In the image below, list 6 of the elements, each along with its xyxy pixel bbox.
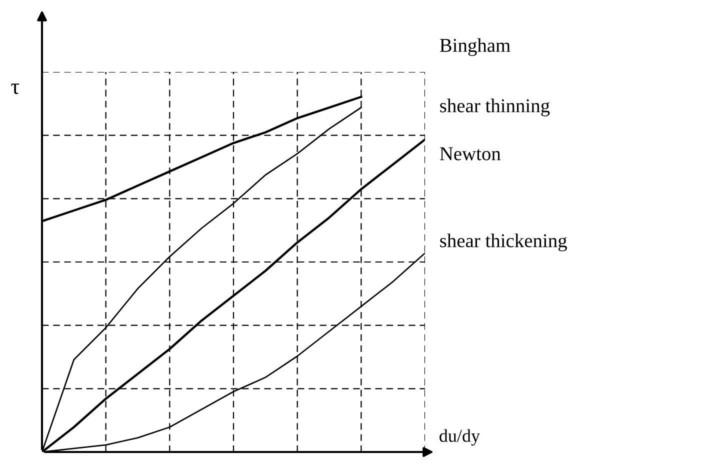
- series-label: shear thickening: [440, 234, 567, 252]
- y-axis-title: τ: [11, 84, 20, 94]
- text: shear thinning: [440, 98, 550, 116]
- series-label: Newton: [440, 147, 501, 160]
- text: Bingham: [440, 38, 510, 56]
- x-axis-title: du/dy: [440, 429, 480, 446]
